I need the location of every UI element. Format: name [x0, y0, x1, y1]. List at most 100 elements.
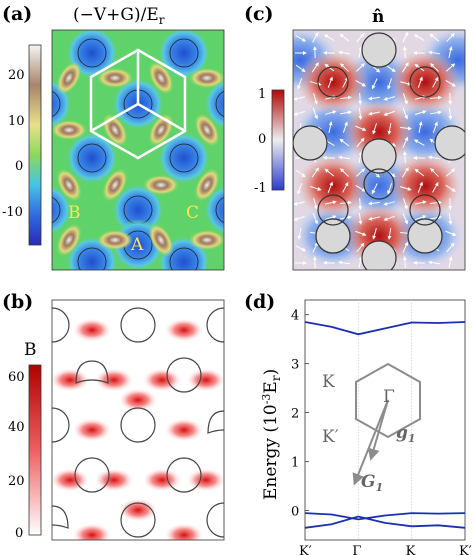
spin-arrow	[295, 245, 307, 252]
panel-a-cb-tick: 10	[8, 114, 25, 129]
spin-arrow	[428, 50, 441, 55]
spin-arrow	[339, 110, 352, 115]
spin-arrow	[355, 80, 367, 87]
spin-arrow	[312, 108, 318, 120]
band-line	[304, 515, 466, 529]
spin-arrow	[446, 242, 455, 253]
contour	[206, 307, 224, 343]
panel-b-cb-tick: 0	[15, 526, 23, 541]
spin-arrow	[402, 256, 407, 269]
curvature-blob	[52, 368, 90, 392]
contour	[317, 194, 349, 226]
spin-arrow	[445, 79, 456, 87]
spin-arrow	[358, 92, 363, 105]
spin-arrow	[432, 181, 439, 193]
spin-arrow	[402, 241, 409, 253]
well-contour	[52, 90, 61, 118]
contour	[166, 457, 202, 493]
spin-arrow	[383, 96, 395, 101]
potential-barrier	[97, 230, 133, 250]
spin-arrow	[401, 167, 409, 178]
panel-d-label: (d)	[244, 291, 275, 313]
band-chart: 4 3 2 1 0 K′ Γ K K′ Energy (10-3Er) K K′ Γ g1 G…	[260, 299, 472, 555]
spin-up-region	[389, 154, 461, 218]
core-region	[315, 218, 351, 254]
inset-hexagon	[355, 362, 421, 439]
y-tick-label: 3	[291, 358, 299, 373]
spin-arrow	[293, 96, 305, 101]
y-tick-label: 4	[291, 309, 299, 324]
spin-arrow	[311, 62, 319, 73]
contour	[75, 360, 109, 384]
well-contour	[215, 196, 224, 224]
panel-a-cb-tick: 20	[8, 68, 25, 83]
panel-a-title: (−V+G)/Er	[73, 5, 165, 27]
panel-c-cb-tick: -1	[254, 181, 267, 196]
spin-arrow	[414, 168, 425, 177]
spin-arrow	[400, 81, 412, 86]
panel-c-colorbar	[271, 89, 285, 191]
spin-up-region	[343, 204, 415, 268]
contour	[166, 357, 202, 393]
spin-arrow	[402, 213, 409, 225]
spin-arrow	[295, 64, 306, 73]
spin-arrow	[402, 93, 408, 105]
core-region	[407, 218, 443, 254]
potential-well	[158, 132, 210, 184]
spin-arrow	[371, 78, 378, 90]
potential-barrier	[97, 68, 133, 88]
contour	[120, 407, 156, 443]
spin-arrow	[368, 216, 380, 221]
spin-arrow	[446, 32, 455, 43]
x-tick-label: K′	[459, 544, 472, 555]
spin-up-region	[297, 154, 369, 218]
spin-arrow	[448, 107, 453, 120]
spin-arrow	[387, 78, 393, 90]
curvature-blob	[94, 368, 134, 392]
potential-well	[158, 30, 210, 79]
potential-barrier	[143, 175, 179, 195]
contour	[207, 410, 224, 434]
spin-arrow	[312, 241, 319, 253]
spin-arrow	[295, 35, 307, 42]
well-contour	[77, 143, 107, 173]
site-label-a: A	[130, 235, 144, 255]
panel-b-cb-tick: 40	[8, 420, 25, 435]
spin-arrow	[429, 33, 440, 42]
spin-arrow	[445, 168, 456, 177]
spin-arrow	[338, 155, 351, 160]
curvature-blob	[164, 418, 204, 442]
panel-b-map	[52, 300, 224, 540]
inset-K: K	[322, 372, 335, 392]
potential-barrier	[102, 168, 128, 202]
panel-b-cb-tick: 20	[8, 474, 25, 489]
contour	[52, 307, 70, 343]
panel-b-cb-tick: 60	[8, 370, 25, 385]
spin-arrow	[401, 62, 409, 73]
spin-arrow	[358, 107, 363, 120]
spin-arrow	[400, 186, 412, 191]
spin-arrow	[327, 76, 333, 88]
spin-arrow	[413, 139, 425, 146]
contour	[120, 307, 156, 343]
well-contour	[169, 143, 199, 173]
spin-arrow	[372, 123, 377, 135]
panel-b-cb-title: B	[24, 340, 37, 360]
spin-arrow	[402, 31, 409, 43]
spin-arrow	[342, 121, 348, 133]
spin-arrow	[356, 137, 365, 148]
contour	[409, 66, 441, 98]
panel-c-map	[293, 30, 465, 270]
spin-arrow	[402, 198, 408, 210]
inset-Kprime: K′	[322, 427, 339, 447]
curvature-blob	[142, 368, 182, 392]
potential-barrier	[56, 223, 82, 257]
curvature-blob	[164, 318, 204, 342]
spin-arrow	[325, 215, 337, 220]
spin-arrow	[415, 200, 427, 205]
x-tick-label: Γ	[352, 544, 361, 555]
spin-arrow	[356, 63, 366, 72]
spin-arrow	[445, 184, 456, 192]
G1-arrow	[352, 399, 389, 486]
